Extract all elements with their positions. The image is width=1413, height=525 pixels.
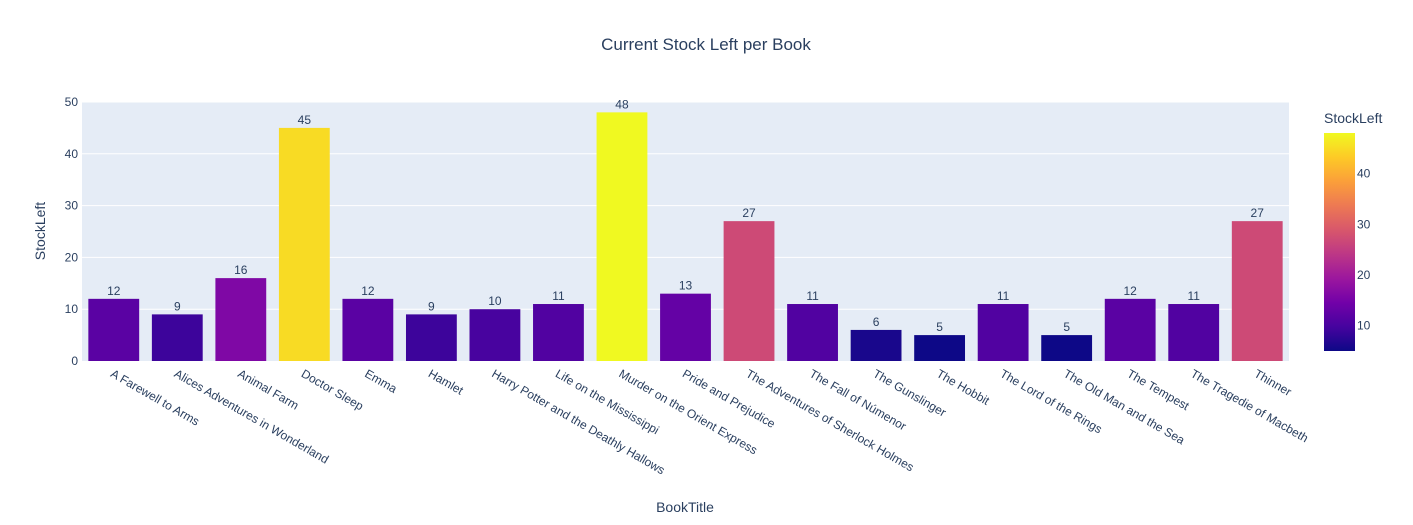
colorbar-tick-label: 40 — [1357, 167, 1371, 181]
x-tick-label: Hamlet — [426, 366, 466, 397]
x-tick-label: Life on the Mississippi — [553, 366, 662, 437]
bar-value-label: 5 — [1063, 320, 1070, 334]
bar[interactable] — [914, 335, 966, 361]
bar-value-label: 13 — [679, 279, 693, 293]
bar[interactable] — [1041, 335, 1093, 361]
bar[interactable] — [342, 298, 394, 361]
chart-title: Current Stock Left per Book — [601, 35, 811, 54]
bar-value-label: 6 — [873, 315, 880, 329]
y-tick-labels: 0 10 20 30 40 50 — [65, 95, 79, 368]
y-tick-label: 0 — [71, 354, 78, 368]
bar-value-label: 16 — [234, 263, 248, 277]
bar-value-label: 27 — [1251, 206, 1265, 220]
bar-value-label: 9 — [174, 299, 181, 313]
y-axis-title: StockLeft — [32, 202, 48, 260]
bar-value-label: 45 — [298, 113, 312, 127]
colorbar-title: StockLeft — [1324, 110, 1382, 126]
bar[interactable] — [469, 309, 521, 361]
colorbar: StockLeft 10 20 30 40 — [1324, 110, 1382, 351]
bar[interactable] — [405, 314, 457, 361]
bar[interactable] — [787, 304, 838, 361]
x-tick-label: The Old Man and the Sea — [1061, 366, 1187, 447]
bar-value-label: 11 — [1187, 289, 1200, 303]
bar[interactable] — [533, 304, 584, 361]
bar[interactable] — [596, 112, 648, 361]
x-tick-label: Emma — [362, 366, 399, 396]
x-axis-title: BookTitle — [656, 499, 714, 515]
colorbar-tick-label: 30 — [1357, 217, 1371, 231]
bar[interactable] — [977, 304, 1029, 361]
bar[interactable] — [278, 127, 330, 362]
bar[interactable] — [88, 298, 140, 361]
bar-labels: 12 9 16 45 12 9 10 11 48 13 27 11 6 5 11 5 12 11 27 — [107, 97, 1264, 334]
bar-value-label: 12 — [361, 284, 375, 298]
y-tick-label: 50 — [65, 95, 79, 109]
x-tick-label: The Hobbit — [934, 366, 992, 408]
bar-value-label: 5 — [936, 320, 943, 334]
x-tick-label: Doctor Sleep — [299, 366, 366, 413]
bar[interactable] — [151, 314, 203, 361]
colorbar-gradient — [1324, 133, 1355, 351]
y-tick-label: 30 — [65, 199, 79, 213]
bar-value-label: 9 — [428, 299, 435, 313]
bar[interactable] — [215, 278, 267, 361]
bar-value-label: 12 — [1124, 284, 1138, 298]
bar-value-label: 27 — [742, 206, 756, 220]
bar-value-label: 11 — [806, 289, 819, 303]
bar-value-label: 12 — [107, 284, 121, 298]
bar[interactable] — [850, 329, 902, 361]
colorbar-tick-label: 10 — [1357, 319, 1371, 333]
bar[interactable] — [1168, 304, 1220, 361]
bars — [88, 112, 1283, 362]
x-tick-label: Thinner — [1252, 366, 1294, 398]
y-tick-label: 40 — [65, 147, 79, 161]
bar-value-label: 48 — [615, 97, 629, 111]
y-tick-label: 20 — [65, 250, 79, 264]
x-tick-label: The Lord of the Rings — [998, 366, 1105, 436]
colorbar-tick-label: 20 — [1357, 268, 1371, 282]
x-tick-label: The Tragedie of Macbeth — [1188, 366, 1311, 445]
bar[interactable] — [660, 293, 711, 361]
bar[interactable] — [1231, 221, 1283, 361]
bar[interactable] — [1104, 298, 1156, 361]
bar[interactable] — [723, 221, 775, 361]
bar-value-label: 10 — [488, 294, 502, 308]
bar-value-label: 11 — [997, 289, 1010, 303]
bar-value-label: 11 — [552, 289, 565, 303]
colorbar-tick-labels: 10 20 30 40 — [1357, 167, 1371, 333]
y-tick-label: 10 — [65, 302, 79, 316]
